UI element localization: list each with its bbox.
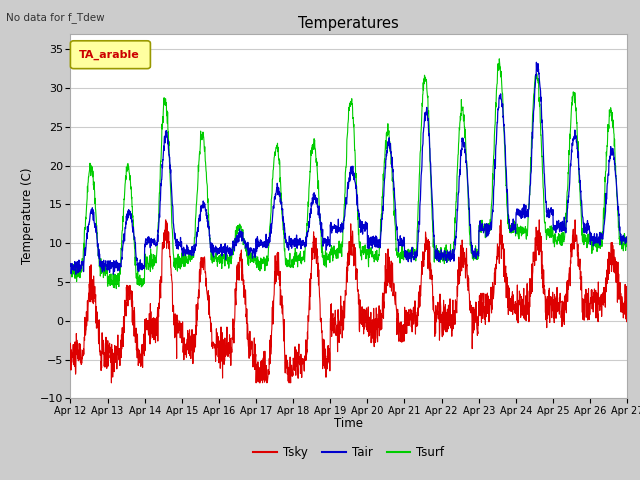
X-axis label: Time: Time <box>334 418 364 431</box>
Text: No data for f_Tdew: No data for f_Tdew <box>6 12 105 23</box>
Legend: Tsky, Tair, Tsurf: Tsky, Tair, Tsurf <box>249 441 449 464</box>
Title: Temperatures: Temperatures <box>298 16 399 31</box>
Text: TA_arable: TA_arable <box>79 49 140 60</box>
Y-axis label: Temperature (C): Temperature (C) <box>21 168 34 264</box>
